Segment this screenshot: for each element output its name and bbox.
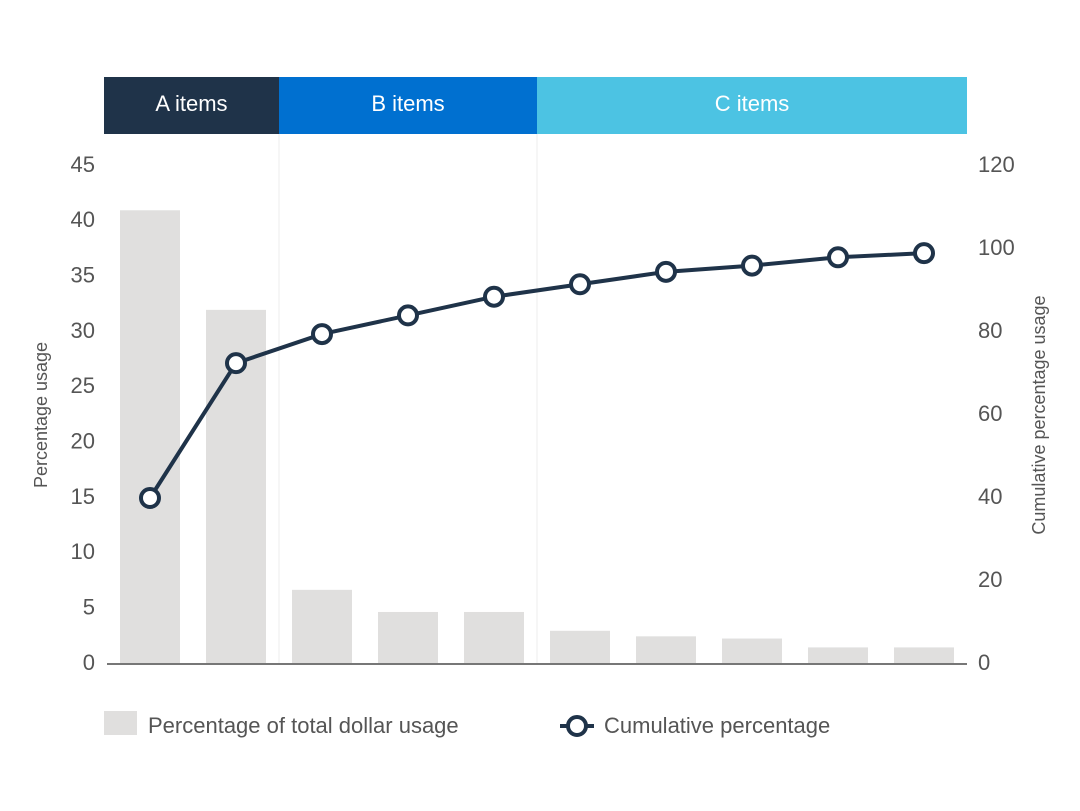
y2-tick-label: 0 — [978, 650, 990, 675]
y2-tick-label: 80 — [978, 318, 1002, 343]
y-tick-label: 45 — [71, 152, 95, 177]
group-label: A items — [155, 91, 227, 116]
bar — [636, 636, 696, 664]
y-tick-label: 20 — [71, 428, 95, 453]
group-band — [104, 77, 279, 134]
group-label: B items — [371, 91, 444, 116]
bar — [550, 630, 610, 664]
line-marker — [655, 260, 677, 283]
y2-tick-label: 40 — [978, 484, 1002, 509]
y-tick-label: 5 — [83, 594, 95, 619]
legend-label: Percentage of total dollar usage — [148, 713, 459, 738]
y-axis-title: Percentage usage — [31, 342, 51, 488]
line-marker — [741, 254, 763, 277]
bar — [292, 589, 352, 664]
y-tick-label: 0 — [83, 650, 95, 675]
line-marker — [483, 285, 505, 308]
line-marker — [139, 487, 161, 509]
line-marker — [311, 323, 333, 346]
line-marker — [225, 352, 247, 375]
bar — [378, 611, 438, 664]
group-band — [537, 77, 967, 134]
y2-tick-label: 100 — [978, 235, 1015, 260]
bar — [464, 611, 524, 664]
y-tick-label: 40 — [71, 207, 95, 232]
y2-tick-label: 120 — [978, 152, 1015, 177]
bar — [120, 210, 180, 664]
legend-swatch — [104, 711, 137, 735]
group-label: C items — [715, 91, 790, 116]
y-tick-label: 30 — [71, 318, 95, 343]
y-tick-label: 35 — [71, 262, 95, 287]
line-marker — [397, 304, 419, 327]
bar — [894, 647, 954, 664]
y2-tick-label: 60 — [978, 401, 1002, 426]
y2-tick-label: 20 — [978, 567, 1002, 592]
bar — [808, 647, 868, 664]
line-marker — [913, 242, 935, 265]
legend-marker — [566, 715, 588, 737]
y2-axis-title: Cumulative percentage usage — [1029, 295, 1049, 534]
group-band — [279, 77, 537, 134]
y-tick-label: 10 — [71, 539, 95, 564]
y-tick-label: 15 — [71, 484, 95, 509]
line-marker — [827, 246, 849, 269]
line — [148, 251, 925, 500]
bar — [722, 638, 782, 664]
line-marker — [569, 273, 591, 296]
legend-label: Cumulative percentage — [604, 713, 830, 738]
y-tick-label: 25 — [71, 373, 95, 398]
